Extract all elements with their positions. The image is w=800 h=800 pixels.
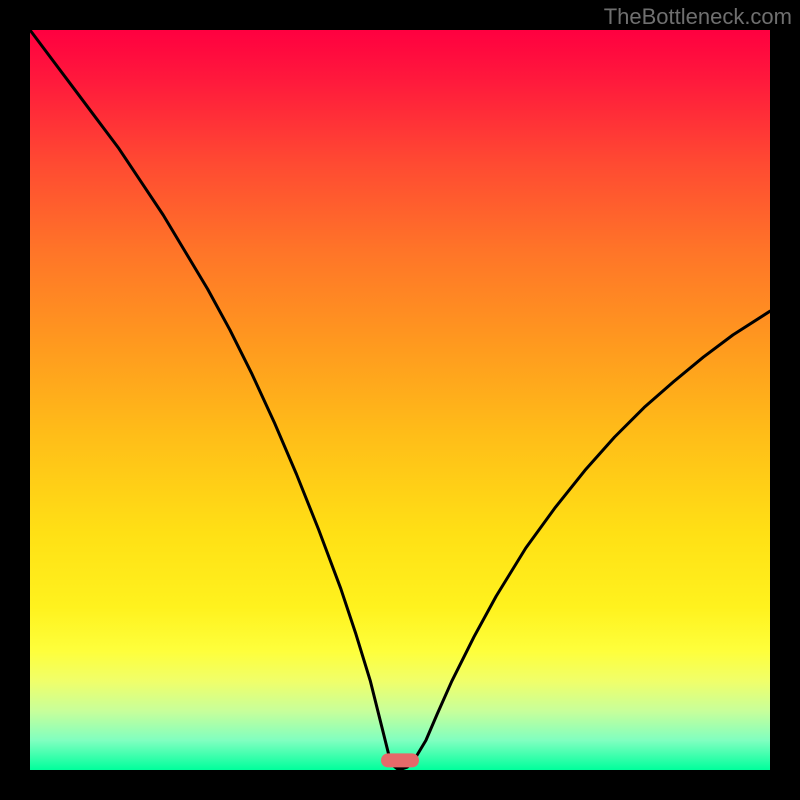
chart-background xyxy=(30,30,770,770)
watermark-text: TheBottleneck.com xyxy=(604,4,792,30)
stage: TheBottleneck.com xyxy=(0,0,800,800)
minimum-marker xyxy=(381,753,419,767)
bottleneck-chart xyxy=(0,0,800,800)
